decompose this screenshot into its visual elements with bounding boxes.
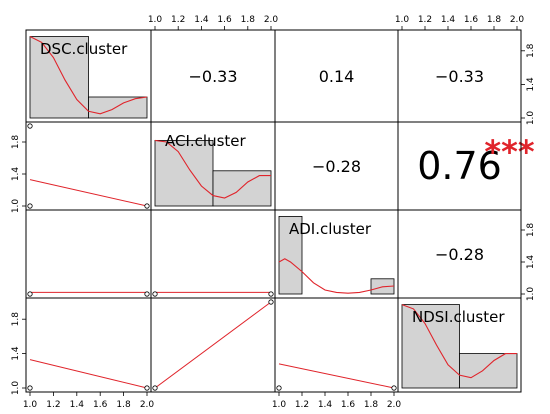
tick-label: 1.8: [487, 15, 502, 25]
tick-label: 1.6: [341, 400, 356, 410]
panel-border: [150, 209, 276, 299]
tick-layer: 1.0 1.2 1.4 1.6 1.8 2.0 1.0 1.2 1.4 1.6 1.8 2.01.0 1…: [11, 15, 536, 410]
point-layer: [27, 123, 397, 391]
scatter-point: [144, 385, 150, 391]
density-curve: [29, 36, 148, 115]
tick-label: 1.4: [441, 15, 456, 25]
tick-label: 1.4: [526, 255, 536, 270]
tick-label: 1.0: [395, 15, 410, 25]
tick-label: 1.4: [11, 346, 21, 361]
tick-label: 1.4: [318, 400, 333, 410]
correlation-value: 0.14: [319, 67, 355, 86]
correlation-value: −0.28: [312, 157, 361, 176]
tick-label: 1.0: [148, 15, 163, 25]
fit-line: [29, 179, 148, 207]
scatter-point: [391, 385, 397, 391]
text-layer: DSC.cluster ACI.cluster ADI.cluster NDSI.cl…: [40, 40, 535, 326]
tick-label: 1.8: [526, 43, 536, 58]
tick-label: 1.0: [23, 400, 38, 410]
tick-label: 1.4: [526, 77, 536, 92]
tick-label: 1.4: [70, 400, 85, 410]
tick-label: 1.8: [11, 135, 21, 150]
histogram-bar: [29, 36, 89, 119]
tick-label: 2.0: [264, 15, 279, 25]
fit-line: [29, 359, 148, 389]
variable-label: ACI.cluster: [165, 132, 247, 150]
tick-label: 1.8: [364, 400, 379, 410]
frame-layer: [25, 29, 522, 393]
scatter-point: [144, 203, 150, 209]
histogram-bar: [88, 96, 148, 119]
histogram-bar: [212, 170, 272, 207]
tick-label: 2.0: [387, 400, 402, 410]
histogram-layer: [29, 36, 518, 389]
scatter-point: [144, 291, 150, 297]
tick-label: 1.2: [295, 400, 309, 410]
panel-border: [25, 121, 152, 211]
tick-label: 1.8: [241, 15, 256, 25]
scatter-point: [27, 291, 33, 297]
fit-line: [278, 363, 395, 389]
scatter-point: [268, 299, 274, 305]
panel-border: [397, 297, 522, 393]
tick-label: 1.8: [526, 223, 536, 238]
line-layer: [29, 36, 517, 389]
tick-label: 1.2: [46, 400, 60, 410]
correlation-value: −0.28: [435, 245, 484, 264]
density-curve: [154, 139, 271, 199]
tick-label: 2.0: [140, 400, 155, 410]
panel-border: [274, 297, 399, 393]
tick-label: 1.4: [11, 167, 21, 182]
tick-label: 1.6: [93, 400, 108, 410]
tick-label: 1.8: [11, 312, 21, 327]
tick-label: 1.0: [272, 400, 287, 410]
histogram-bar: [278, 215, 303, 295]
tick-label: 1.2: [418, 15, 432, 25]
tick-label: 1.2: [171, 15, 185, 25]
correlation-value: −0.33: [188, 67, 237, 86]
tick-label: 1.6: [217, 15, 232, 25]
correlation-value: 0.76: [417, 144, 502, 188]
tick-label: 1.6: [464, 15, 479, 25]
histogram-bar: [154, 139, 214, 207]
density-curve: [401, 304, 517, 379]
scatter-point: [27, 123, 33, 129]
histogram-bar: [401, 304, 460, 389]
significance-stars: ***: [484, 133, 534, 171]
histogram-bar: [459, 353, 518, 389]
fit-line: [154, 301, 272, 389]
panel-border: [25, 209, 152, 299]
panel-border: [25, 297, 152, 393]
tick-label: 1.0: [526, 111, 536, 126]
tick-label: 2.0: [510, 15, 525, 25]
variable-label: ADI.cluster: [289, 220, 372, 238]
scatter-point: [27, 385, 33, 391]
tick-label: 1.4: [194, 15, 209, 25]
tick-label: 1.0: [11, 381, 21, 396]
scatter-point: [268, 291, 274, 297]
tick-label: 1.0: [11, 199, 21, 214]
scatter-point: [276, 385, 282, 391]
scatter-point: [152, 385, 158, 391]
density-curve: [278, 258, 395, 294]
tick-label: 1.0: [526, 287, 536, 302]
scatter-point: [152, 291, 158, 297]
variable-label: NDSI.cluster: [412, 308, 505, 326]
variable-label: DSC.cluster: [40, 40, 128, 58]
tick-label: 1.8: [116, 400, 131, 410]
correlation-value: −0.33: [435, 67, 484, 86]
scatter-point: [27, 203, 33, 209]
